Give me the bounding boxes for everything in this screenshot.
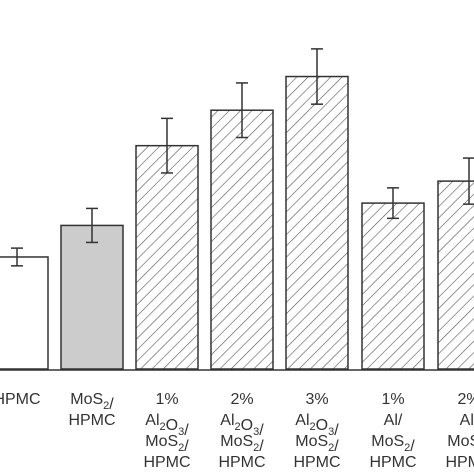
x-tick-label: 2% bbox=[230, 391, 253, 408]
x-tick-label: HPMC bbox=[0, 391, 41, 408]
bar bbox=[210, 109, 274, 370]
bar bbox=[285, 75, 349, 370]
x-tick-label: HPMC bbox=[293, 454, 340, 471]
bar bbox=[437, 180, 474, 370]
x-tick-label: MoS2/ bbox=[220, 433, 264, 455]
x-tick-label: HPMC bbox=[369, 454, 416, 471]
error-bar bbox=[463, 157, 474, 205]
x-tick-label: MoS2/ bbox=[145, 433, 189, 455]
x-tick-label: Al2O3/ bbox=[145, 412, 189, 439]
x-tick-label: 2% bbox=[457, 391, 474, 408]
x-tick-label: Al2O3/ bbox=[295, 412, 339, 439]
error-bar bbox=[11, 247, 23, 267]
error-bar bbox=[311, 48, 323, 105]
bar bbox=[135, 144, 199, 370]
x-tick-label: Al/ bbox=[460, 412, 474, 429]
x-tick-label: HPMC bbox=[68, 412, 115, 429]
x-tick-label: Al2O3/ bbox=[220, 412, 264, 439]
x-tick-label: 1% bbox=[381, 391, 404, 408]
x-tick-label: HPMC bbox=[445, 454, 474, 471]
x-tick-label: MoS2/ bbox=[447, 433, 474, 455]
bar bbox=[0, 256, 49, 370]
x-tick-label: 1% bbox=[155, 391, 178, 408]
error-bar bbox=[161, 117, 173, 174]
error-bar bbox=[387, 187, 399, 220]
plot-frame bbox=[0, 369, 474, 371]
x-tick-label: MoS2/ bbox=[70, 391, 114, 413]
x-tick-label: HPMC bbox=[143, 454, 190, 471]
x-tick-label: 3% bbox=[305, 391, 328, 408]
x-tick-label: MoS2/ bbox=[371, 433, 415, 455]
x-tick-label: MoS2/ bbox=[295, 433, 339, 455]
error-bar bbox=[86, 207, 98, 244]
x-tick-label: Al/ bbox=[384, 412, 403, 429]
bar bbox=[361, 202, 425, 370]
x-tick-label: HPMC bbox=[218, 454, 265, 471]
error-bar bbox=[236, 82, 248, 139]
bar bbox=[60, 224, 124, 370]
